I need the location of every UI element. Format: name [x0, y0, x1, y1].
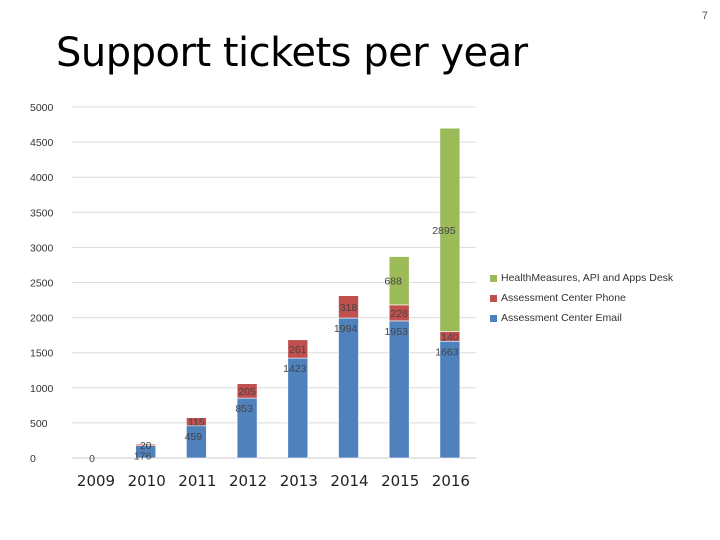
legend-item-apps-desk: HealthMeasures, API and Apps Desk	[490, 268, 673, 288]
y-tick-label: 3500	[30, 207, 54, 219]
data-label: 20	[140, 440, 152, 452]
data-label: 2895	[432, 225, 456, 237]
page-number: 7	[701, 10, 708, 22]
bar-segment	[439, 340, 461, 459]
y-tick-label: 2000	[30, 313, 54, 325]
x-tick-label: 2009	[77, 472, 115, 490]
data-label: 140	[441, 331, 459, 343]
legend-item-email: Assessment Center Email	[490, 308, 673, 328]
x-tick-label: 2012	[229, 472, 267, 490]
gridlines	[72, 106, 476, 459]
bars	[135, 127, 461, 459]
bar-segment	[236, 383, 258, 399]
data-label: 688	[384, 276, 402, 288]
bar-segment	[186, 417, 207, 427]
bar-segment	[135, 443, 156, 446]
data-label: 115	[188, 417, 205, 429]
y-tick-label: 5000	[30, 102, 54, 114]
x-tick-label: 2013	[280, 472, 318, 490]
data-label: 318	[340, 302, 358, 314]
data-label: 205	[238, 386, 256, 398]
bar-segment	[338, 317, 359, 459]
y-tick-label: 3000	[30, 242, 54, 254]
x-tick-label: 2011	[178, 472, 216, 490]
legend-swatch	[490, 274, 497, 282]
x-tick-label: 2010	[128, 472, 166, 490]
data-label: 1994	[334, 323, 358, 335]
y-tick-label: 2500	[30, 278, 54, 290]
y-tick-label: 4500	[30, 137, 54, 149]
legend-swatch	[490, 314, 497, 322]
legend: HealthMeasures, API and Apps Desk Assess…	[490, 268, 673, 328]
legend-label: Assessment Center Phone	[501, 292, 626, 304]
data-label: 176	[134, 451, 152, 463]
x-tick-label: 2016	[432, 472, 470, 490]
data-label: 261	[289, 344, 307, 356]
data-label: 853	[235, 403, 253, 415]
y-tick-label: 1500	[30, 348, 54, 360]
y-axis-ticks: 0 500 1000 1500 2000 2500 3000 3500 4000 4500 5000	[30, 102, 54, 465]
chart-title: Support tickets per year	[56, 30, 528, 76]
data-label: 459	[185, 431, 203, 443]
x-tick-label: 2014	[330, 472, 368, 490]
legend-swatch	[490, 294, 497, 302]
bar-segment	[388, 320, 410, 459]
legend-label: Assessment Center Email	[501, 312, 622, 324]
x-axis-ticks: 2009 2010 2011 2012 2013 2014 2015 2016	[77, 472, 470, 490]
legend-item-phone: Assessment Center Phone	[490, 288, 673, 308]
bar-segment	[388, 256, 410, 306]
data-label: 1663	[435, 346, 459, 358]
bar-segment	[287, 339, 309, 359]
data-label: 228	[390, 308, 408, 320]
y-tick-label: 0	[30, 453, 36, 465]
y-tick-label: 4000	[30, 172, 54, 184]
bar-segment	[439, 127, 461, 332]
bar-segment	[338, 295, 359, 319]
y-tick-label: 1000	[30, 383, 54, 395]
data-label: 1423	[283, 363, 307, 375]
data-label: 1953	[385, 326, 409, 338]
data-label: 0	[89, 453, 95, 465]
legend-label: HealthMeasures, API and Apps Desk	[501, 272, 674, 284]
y-tick-label: 500	[30, 418, 48, 430]
x-tick-label: 2015	[381, 472, 419, 490]
